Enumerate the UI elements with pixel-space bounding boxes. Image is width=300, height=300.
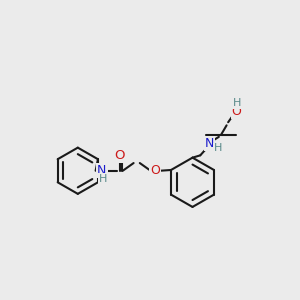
Text: H: H <box>98 174 107 184</box>
Text: O: O <box>150 164 160 177</box>
Text: N: N <box>97 164 106 177</box>
Text: H: H <box>214 143 222 153</box>
Text: O: O <box>232 105 242 118</box>
Text: H: H <box>232 98 241 108</box>
Text: O: O <box>114 149 125 162</box>
Text: N: N <box>205 137 214 150</box>
